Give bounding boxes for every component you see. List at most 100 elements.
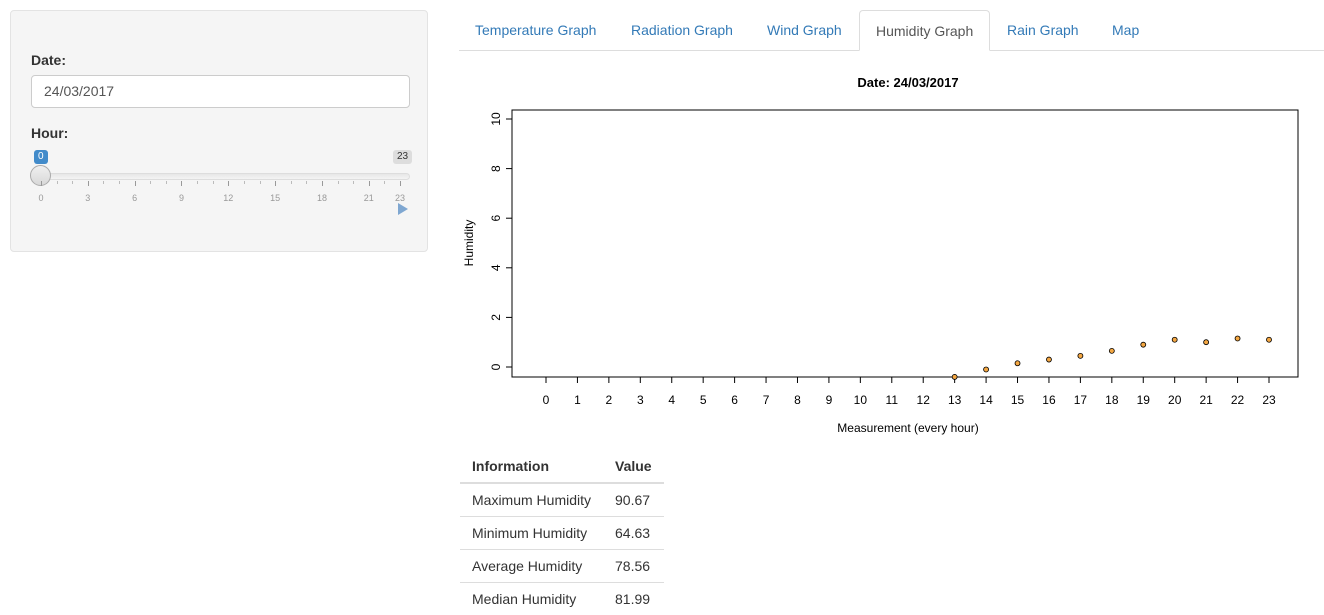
x-tick-label: 10	[854, 393, 868, 407]
slider-tick	[57, 181, 58, 184]
slider-tick	[353, 181, 354, 184]
x-tick-label: 7	[763, 393, 770, 407]
row-value: 78.56	[603, 550, 664, 583]
slider-tick	[135, 181, 136, 186]
data-point	[1109, 348, 1114, 353]
x-axis-label: Measurement (every hour)	[837, 421, 978, 435]
slider-tick	[103, 181, 104, 184]
row-label: Median Humidity	[460, 583, 603, 615]
slider-tick	[166, 181, 167, 184]
humidity-plot: Date: 24/03/2017 Measurement (every hour…	[459, 60, 1324, 450]
date-label: Date:	[31, 52, 66, 68]
x-tick-label: 20	[1168, 393, 1182, 407]
slider-tick	[72, 181, 73, 184]
tab-map[interactable]: Map	[1096, 10, 1155, 50]
x-tick-label: 19	[1137, 393, 1151, 407]
y-tick-label: 4	[489, 264, 503, 271]
table-header-row: Information Value	[460, 450, 664, 483]
slider-tick	[88, 181, 89, 186]
slider-tick-label: 15	[270, 193, 280, 203]
table-row: Maximum Humidity 90.67	[460, 483, 664, 517]
x-tick-label: 23	[1262, 393, 1276, 407]
row-value: 81.99	[603, 583, 664, 615]
slider-tick-label: 6	[132, 193, 137, 203]
data-point	[1141, 342, 1146, 347]
x-tick-label: 11	[886, 393, 899, 407]
tab-bar: Temperature Graph Radiation Graph Wind G…	[459, 10, 1324, 51]
tab-temperature-graph[interactable]: Temperature Graph	[459, 10, 612, 50]
x-tick-label: 15	[1011, 393, 1025, 407]
slider-tick	[384, 181, 385, 184]
x-tick-label: 2	[606, 393, 613, 407]
slider-tick	[119, 181, 120, 184]
chart-title: Date: 24/03/2017	[857, 75, 958, 90]
row-value: 64.63	[603, 517, 664, 550]
tab-humidity-graph[interactable]: Humidity Graph	[859, 10, 990, 51]
data-point	[1267, 337, 1272, 342]
row-label: Minimum Humidity	[460, 517, 603, 550]
x-tick-label: 5	[700, 393, 707, 407]
header-information: Information	[460, 450, 603, 483]
table-row: Minimum Humidity 64.63	[460, 517, 664, 550]
y-tick-label: 6	[489, 215, 503, 222]
data-point	[952, 374, 957, 379]
slider-tick	[150, 181, 151, 184]
slider-tick	[228, 181, 229, 186]
data-point	[1078, 353, 1083, 358]
y-tick-label: 10	[489, 112, 503, 126]
slider-tick	[369, 181, 370, 186]
slider-tick	[181, 181, 182, 186]
slider-tick-label: 9	[179, 193, 184, 203]
play-icon[interactable]	[398, 203, 408, 215]
header-value: Value	[603, 450, 664, 483]
x-tick-label: 12	[917, 393, 931, 407]
x-tick-label: 14	[979, 393, 993, 407]
hour-label: Hour:	[31, 125, 68, 141]
slider-tick	[275, 181, 276, 186]
humidity-chart: Date: 24/03/2017 Measurement (every hour…	[459, 60, 1324, 450]
date-input[interactable]: 24/03/2017	[31, 75, 410, 108]
x-tick-label: 13	[948, 393, 962, 407]
x-tick-label: 4	[668, 393, 675, 407]
slider-tick	[197, 181, 198, 184]
slider-tick	[213, 181, 214, 184]
x-tick-label: 1	[574, 393, 581, 407]
y-tick-label: 2	[489, 314, 503, 321]
slider-tick	[322, 181, 323, 186]
slider-tick-label: 0	[38, 193, 43, 203]
y-tick-label: 0	[489, 363, 503, 370]
x-tick-label: 9	[826, 393, 833, 407]
x-tick-label: 21	[1199, 393, 1213, 407]
slider-tick-label: 21	[364, 193, 374, 203]
data-point	[1172, 337, 1177, 342]
slider-tick-label: 18	[317, 193, 327, 203]
slider-tick	[306, 181, 307, 184]
slider-tick	[244, 181, 245, 184]
slider-tick	[291, 181, 292, 184]
slider-tick	[338, 181, 339, 184]
row-label: Maximum Humidity	[460, 483, 603, 517]
slider-min-value: 0	[34, 150, 48, 164]
data-point	[1015, 361, 1020, 366]
tab-radiation-graph[interactable]: Radiation Graph	[615, 10, 749, 50]
y-axis-label: Humidity	[462, 220, 476, 267]
hour-slider-track[interactable]	[31, 173, 410, 180]
humidity-stats-table: Information Value Maximum Humidity 90.67…	[460, 450, 664, 615]
tab-rain-graph[interactable]: Rain Graph	[991, 10, 1095, 50]
slider-max-value: 23	[393, 150, 412, 164]
y-tick-label: 8	[489, 165, 503, 172]
row-value: 90.67	[603, 483, 664, 517]
x-tick-label: 3	[637, 393, 644, 407]
data-point	[1046, 357, 1051, 362]
tab-wind-graph[interactable]: Wind Graph	[751, 10, 858, 50]
x-tick-label: 6	[731, 393, 738, 407]
slider-tick-label: 3	[85, 193, 90, 203]
x-tick-label: 8	[794, 393, 801, 407]
data-point	[1204, 340, 1209, 345]
data-point	[984, 367, 989, 372]
slider-tick-label: 23	[395, 193, 405, 203]
slider-tick	[260, 181, 261, 184]
data-point	[1235, 336, 1240, 341]
x-tick-label: 18	[1105, 393, 1119, 407]
